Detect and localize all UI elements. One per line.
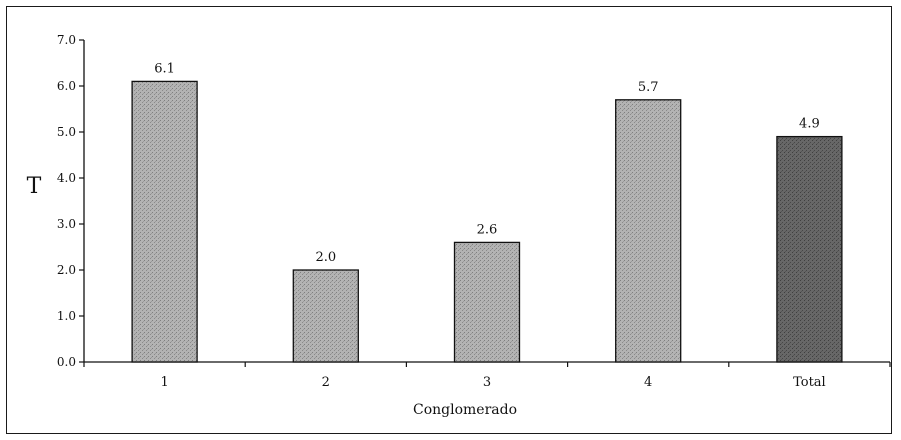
y-axis-title: T	[27, 174, 42, 199]
bar-total	[776, 135, 843, 363]
category-label: Total	[793, 375, 826, 390]
bar-2	[292, 269, 359, 363]
category-label: 4	[644, 375, 652, 390]
data-labels: 6.1 2.0 2.6 5.7 4.9	[154, 61, 819, 265]
y-tick-label: 0.0	[57, 355, 76, 369]
y-tick-label: 5.0	[57, 125, 76, 139]
data-label: 5.7	[638, 80, 659, 95]
bar-4	[615, 99, 682, 363]
x-ticks	[83, 362, 891, 367]
category-labels: 1 2 3 4 Total	[160, 375, 825, 390]
y-ticks: 0.0 1.0 2.0 3.0 4.0 5.0 6.0 7.0	[57, 33, 84, 369]
category-label: 1	[160, 375, 168, 390]
data-label: 6.1	[154, 61, 175, 76]
y-tick-label: 1.0	[57, 309, 76, 323]
data-label: 2.0	[315, 250, 336, 265]
y-tick-label: 7.0	[57, 33, 76, 47]
y-tick-label: 3.0	[57, 217, 76, 231]
data-label: 4.9	[799, 117, 820, 132]
y-tick-label: 2.0	[57, 263, 76, 277]
category-label: 2	[322, 375, 330, 390]
bar-3	[453, 241, 521, 363]
bar-1	[131, 80, 198, 363]
x-axis-title: Conglomerado	[413, 402, 517, 418]
y-tick-label: 4.0	[57, 171, 76, 185]
data-label: 2.6	[477, 222, 498, 237]
bars	[131, 80, 843, 363]
category-label: 3	[483, 375, 491, 390]
y-tick-label: 6.0	[57, 79, 76, 93]
